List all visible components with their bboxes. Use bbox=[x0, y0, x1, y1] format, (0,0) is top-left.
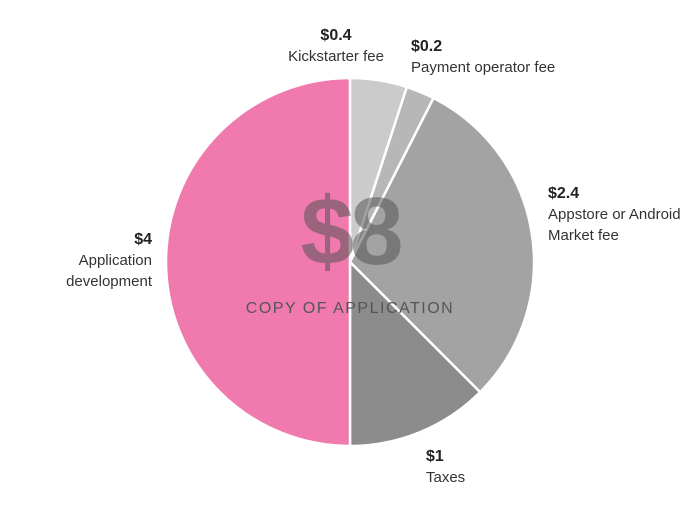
center-subtitle-label: COPY OF APPLICATION bbox=[245, 300, 455, 317]
slice-value-kickstarter: $0.4 bbox=[320, 27, 352, 44]
slice-text-payment-operator: Payment operator fee bbox=[411, 59, 556, 76]
slice-value-appstore: $2.4 bbox=[548, 185, 580, 202]
pie-slice-4 bbox=[164, 76, 352, 448]
slice-label-taxes: $1 Taxes bbox=[426, 447, 546, 488]
slice-label-application-development: $4 Application development bbox=[40, 230, 152, 292]
slice-label-appstore: $2.4 Appstore or Android Market fee bbox=[548, 184, 693, 246]
slice-value-application-development: $4 bbox=[134, 231, 152, 248]
center-total-label: $8 bbox=[300, 178, 404, 285]
slice-text-taxes: Taxes bbox=[426, 469, 466, 486]
slice-text-application-development: Application development bbox=[66, 252, 152, 290]
pie-slice-2 bbox=[348, 96, 536, 394]
slice-label-kickstarter: $0.4 Kickstarter fee bbox=[286, 26, 386, 67]
slice-value-taxes: $1 bbox=[426, 448, 444, 465]
slice-label-payment-operator: $0.2 Payment operator fee bbox=[411, 37, 611, 78]
slice-value-payment-operator: $0.2 bbox=[411, 38, 443, 55]
slice-text-appstore: Appstore or Android Market fee bbox=[548, 206, 681, 244]
slice-text-kickstarter: Kickstarter fee bbox=[288, 48, 384, 65]
pie-slice-3 bbox=[348, 260, 482, 448]
